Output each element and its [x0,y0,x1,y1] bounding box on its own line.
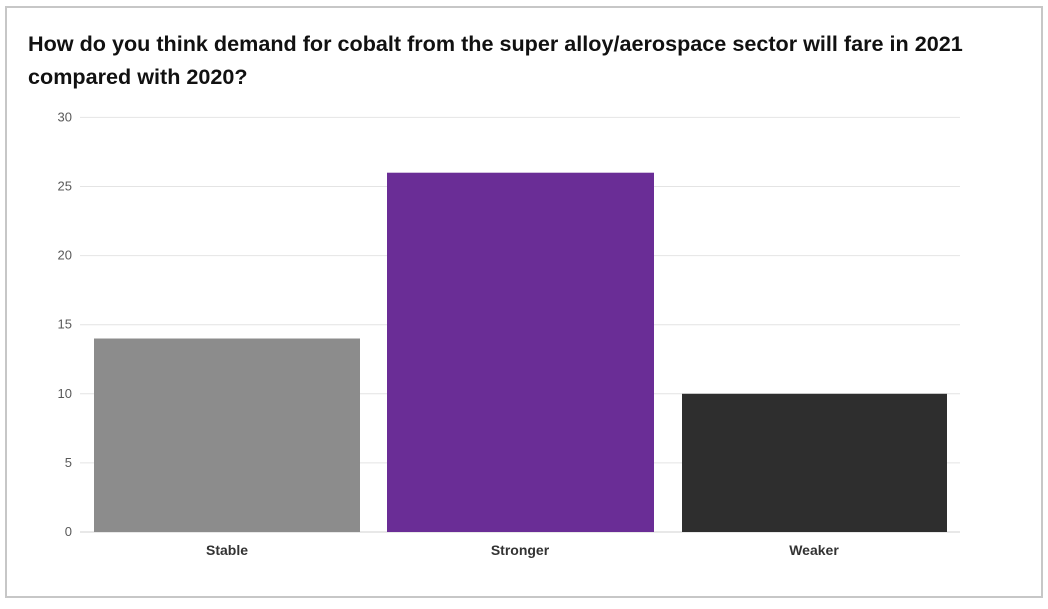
svg-text:Weaker: Weaker [789,542,839,558]
svg-text:20: 20 [58,248,72,263]
svg-text:Stable: Stable [206,542,248,558]
svg-text:10: 10 [58,386,72,401]
svg-text:30: 30 [58,110,72,125]
svg-text:15: 15 [58,317,72,332]
svg-text:5: 5 [65,455,72,470]
svg-text:0: 0 [65,524,72,539]
svg-text:25: 25 [58,179,72,194]
svg-text:Stronger: Stronger [491,542,550,558]
